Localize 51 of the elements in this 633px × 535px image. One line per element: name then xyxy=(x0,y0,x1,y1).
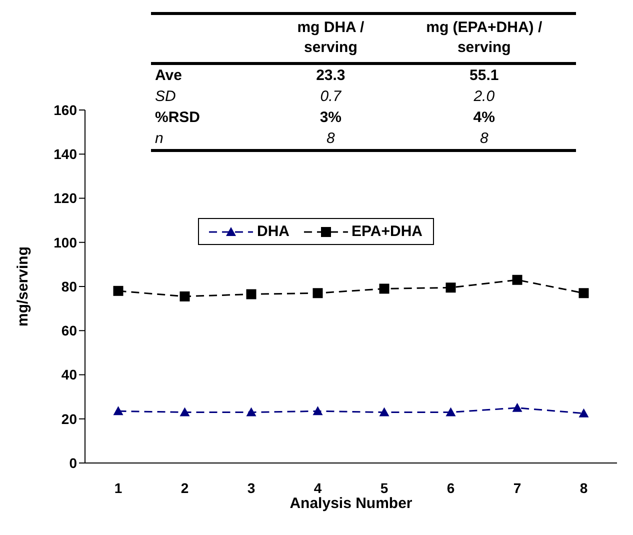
y-tick-label: 0 xyxy=(69,454,78,471)
point xyxy=(113,286,124,296)
legend-label: DHA xyxy=(257,223,290,240)
point xyxy=(578,408,589,418)
x-tick-label: 5 xyxy=(380,480,388,496)
y-tick-label: 20 xyxy=(61,410,78,427)
text: mg (EPA+DHA) / serving xyxy=(425,18,544,58)
y-tick-label: 140 xyxy=(54,146,78,162)
point xyxy=(512,402,522,412)
point xyxy=(312,406,323,416)
x-tick-label: 7 xyxy=(513,480,522,496)
text: SD xyxy=(154,86,177,106)
text: mg DHA / serving xyxy=(296,18,366,58)
x-tick-label: 4 xyxy=(314,480,322,496)
annotation: 8 xyxy=(478,128,490,148)
point xyxy=(446,407,456,416)
point xyxy=(312,288,323,298)
annotation: 4% xyxy=(472,108,496,128)
x-tick-label: 2 xyxy=(180,480,189,496)
x-tick-label: 3 xyxy=(247,480,256,496)
y-tick-label: 80 xyxy=(61,278,78,294)
x-axis-title: Analysis Number xyxy=(290,495,412,512)
point xyxy=(180,407,190,416)
x-tick-label: 8 xyxy=(580,480,588,496)
annotation: 8 xyxy=(326,128,336,148)
point xyxy=(113,406,124,416)
text: 2.0 xyxy=(472,86,496,106)
y-axis-title: mg/serving xyxy=(14,246,32,327)
point xyxy=(379,284,390,294)
point xyxy=(446,282,456,293)
y-tick-label: 100 xyxy=(54,234,78,250)
x-tick-label: 6 xyxy=(446,480,455,496)
annotation: n xyxy=(154,128,164,148)
y-tick-label: 160 xyxy=(54,102,78,118)
text: Ave xyxy=(154,66,183,86)
point xyxy=(512,274,522,285)
point xyxy=(379,407,390,416)
point xyxy=(180,291,190,302)
y-tick-label: 40 xyxy=(61,366,78,383)
text: 55.1 xyxy=(468,66,500,86)
point xyxy=(578,288,589,298)
y-tick-label: 60 xyxy=(61,322,78,339)
x-tick-label: 1 xyxy=(114,480,122,496)
text: 23.3 xyxy=(315,66,346,86)
annotation: %RSD xyxy=(154,108,202,128)
annotation: 3% xyxy=(318,108,343,128)
point xyxy=(246,407,256,416)
legend-label: EPA+DHA xyxy=(352,223,422,240)
text: 0.7 xyxy=(319,86,342,106)
y-tick-label: 120 xyxy=(54,190,78,206)
point xyxy=(246,289,256,300)
